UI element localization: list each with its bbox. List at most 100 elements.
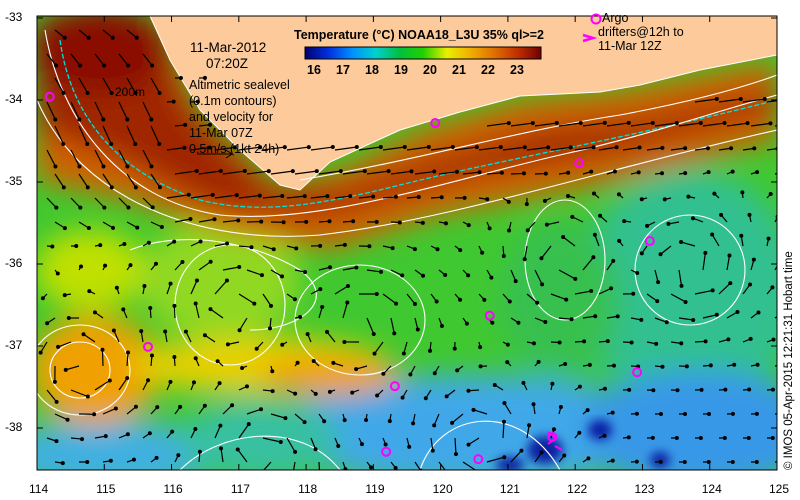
velocity-arrow bbox=[582, 255, 596, 271]
velocity-arrow bbox=[54, 221, 67, 231]
velocity-arrow bbox=[190, 145, 212, 151]
velocity-arrow bbox=[310, 145, 335, 151]
velocity-arrow bbox=[486, 269, 494, 280]
velocity-arrow bbox=[318, 461, 321, 470]
velocity-arrow bbox=[342, 413, 347, 423]
velocity-arrow bbox=[478, 341, 483, 350]
velocity-arrow bbox=[334, 194, 353, 199]
velocity-arrow bbox=[286, 245, 299, 251]
velocity-arrow bbox=[310, 437, 318, 452]
velocity-arrow bbox=[94, 53, 107, 68]
velocity-arrow bbox=[342, 219, 356, 224]
velocity-arrow bbox=[190, 380, 196, 391]
velocity-arrow bbox=[372, 341, 384, 356]
velocity-arrow bbox=[478, 245, 485, 255]
velocity-arrow bbox=[774, 125, 777, 127]
velocity-arrow bbox=[198, 122, 213, 127]
velocity-arrow bbox=[390, 461, 398, 470]
velocity-arrow bbox=[414, 317, 420, 332]
velocity-arrow bbox=[342, 339, 360, 344]
velocity-arrow bbox=[70, 389, 90, 399]
velocity-arrow bbox=[630, 170, 641, 175]
velocity-arrow bbox=[630, 411, 639, 416]
velocity-arrow bbox=[646, 435, 655, 440]
velocity-arrow bbox=[381, 365, 392, 376]
velocity-arrow bbox=[524, 197, 529, 207]
velocity-arrow bbox=[358, 194, 376, 199]
velocity-arrow bbox=[582, 169, 594, 175]
velocity-arrow bbox=[222, 169, 247, 175]
velocity-arrow bbox=[438, 269, 448, 277]
velocity-arrow bbox=[454, 145, 479, 151]
velocity-arrow bbox=[208, 307, 224, 319]
velocity-arrow bbox=[726, 459, 735, 464]
velocity-arrow bbox=[423, 389, 432, 401]
velocity-arrow bbox=[66, 316, 80, 321]
velocity-arrow bbox=[478, 364, 488, 369]
velocity-arrow bbox=[222, 264, 242, 271]
velocity-arrow bbox=[286, 145, 311, 151]
velocity-arrow bbox=[142, 378, 151, 391]
velocity-arrow bbox=[163, 329, 168, 343]
velocity-arrow bbox=[726, 169, 735, 175]
velocity-arrow bbox=[70, 101, 82, 122]
velocity-arrow bbox=[190, 239, 203, 247]
velocity-arrow bbox=[331, 360, 344, 367]
velocity-arrow bbox=[462, 317, 469, 326]
velocity-arrow bbox=[78, 412, 97, 417]
velocity-arrow bbox=[574, 384, 582, 391]
velocity-arrow bbox=[622, 340, 634, 345]
velocity-arrow bbox=[214, 145, 237, 151]
velocity-arrow bbox=[238, 193, 262, 199]
velocity-arrow bbox=[174, 259, 185, 271]
velocity-arrow bbox=[102, 221, 115, 230]
velocity-arrow bbox=[430, 245, 440, 252]
velocity-arrow bbox=[238, 384, 249, 391]
velocity-arrow bbox=[254, 341, 264, 351]
velocity-arrow bbox=[150, 221, 164, 229]
velocity-arrow bbox=[606, 169, 617, 175]
velocity-arrow bbox=[502, 197, 511, 204]
velocity-arrow bbox=[166, 429, 175, 439]
x-tick-label: 115 bbox=[96, 482, 116, 496]
velocity-arrow bbox=[102, 458, 113, 463]
velocity-arrow bbox=[38, 341, 48, 355]
argo-float-marker bbox=[473, 454, 484, 465]
velocity-arrow bbox=[237, 317, 248, 333]
velocity-arrow bbox=[126, 457, 136, 463]
velocity-arrow bbox=[235, 447, 248, 463]
velocity-arrow bbox=[46, 437, 59, 444]
velocity-arrow bbox=[46, 149, 58, 169]
velocity-arrow bbox=[774, 173, 777, 175]
argo-float-marker bbox=[574, 158, 585, 169]
velocity-arrow bbox=[670, 341, 684, 346]
velocity-arrow bbox=[390, 220, 402, 225]
velocity-arrow bbox=[270, 269, 285, 279]
velocity-arrow bbox=[432, 413, 440, 428]
velocity-arrow bbox=[598, 339, 610, 344]
velocity-arrow bbox=[750, 121, 773, 127]
velocity-arrow bbox=[270, 169, 295, 175]
altimetry-note-5: 0.5m/s (1kt 24h) bbox=[189, 142, 280, 156]
velocity-arrow bbox=[262, 293, 273, 308]
velocity-arrow bbox=[606, 410, 615, 415]
velocity-arrow bbox=[183, 329, 192, 343]
velocity-arrow bbox=[678, 171, 688, 176]
velocity-arrow bbox=[310, 389, 318, 396]
velocity-arrow bbox=[382, 194, 398, 199]
x-tick-label: 114 bbox=[29, 482, 49, 496]
velocity-arrow bbox=[694, 97, 719, 103]
velocity-arrow bbox=[606, 363, 616, 368]
velocity-arrow bbox=[174, 453, 181, 463]
velocity-arrow bbox=[670, 293, 688, 304]
velocity-arrow bbox=[246, 219, 264, 224]
velocity-arrow bbox=[366, 169, 391, 175]
velocity-arrow bbox=[342, 300, 350, 319]
velocity-arrow bbox=[78, 264, 84, 271]
velocity-arrow bbox=[558, 120, 583, 127]
velocity-arrow bbox=[318, 219, 332, 224]
velocity-arrow bbox=[401, 341, 408, 356]
x-tick-label: 120 bbox=[432, 482, 453, 496]
velocity-arrow bbox=[454, 293, 463, 302]
velocity-arrow bbox=[114, 285, 120, 295]
